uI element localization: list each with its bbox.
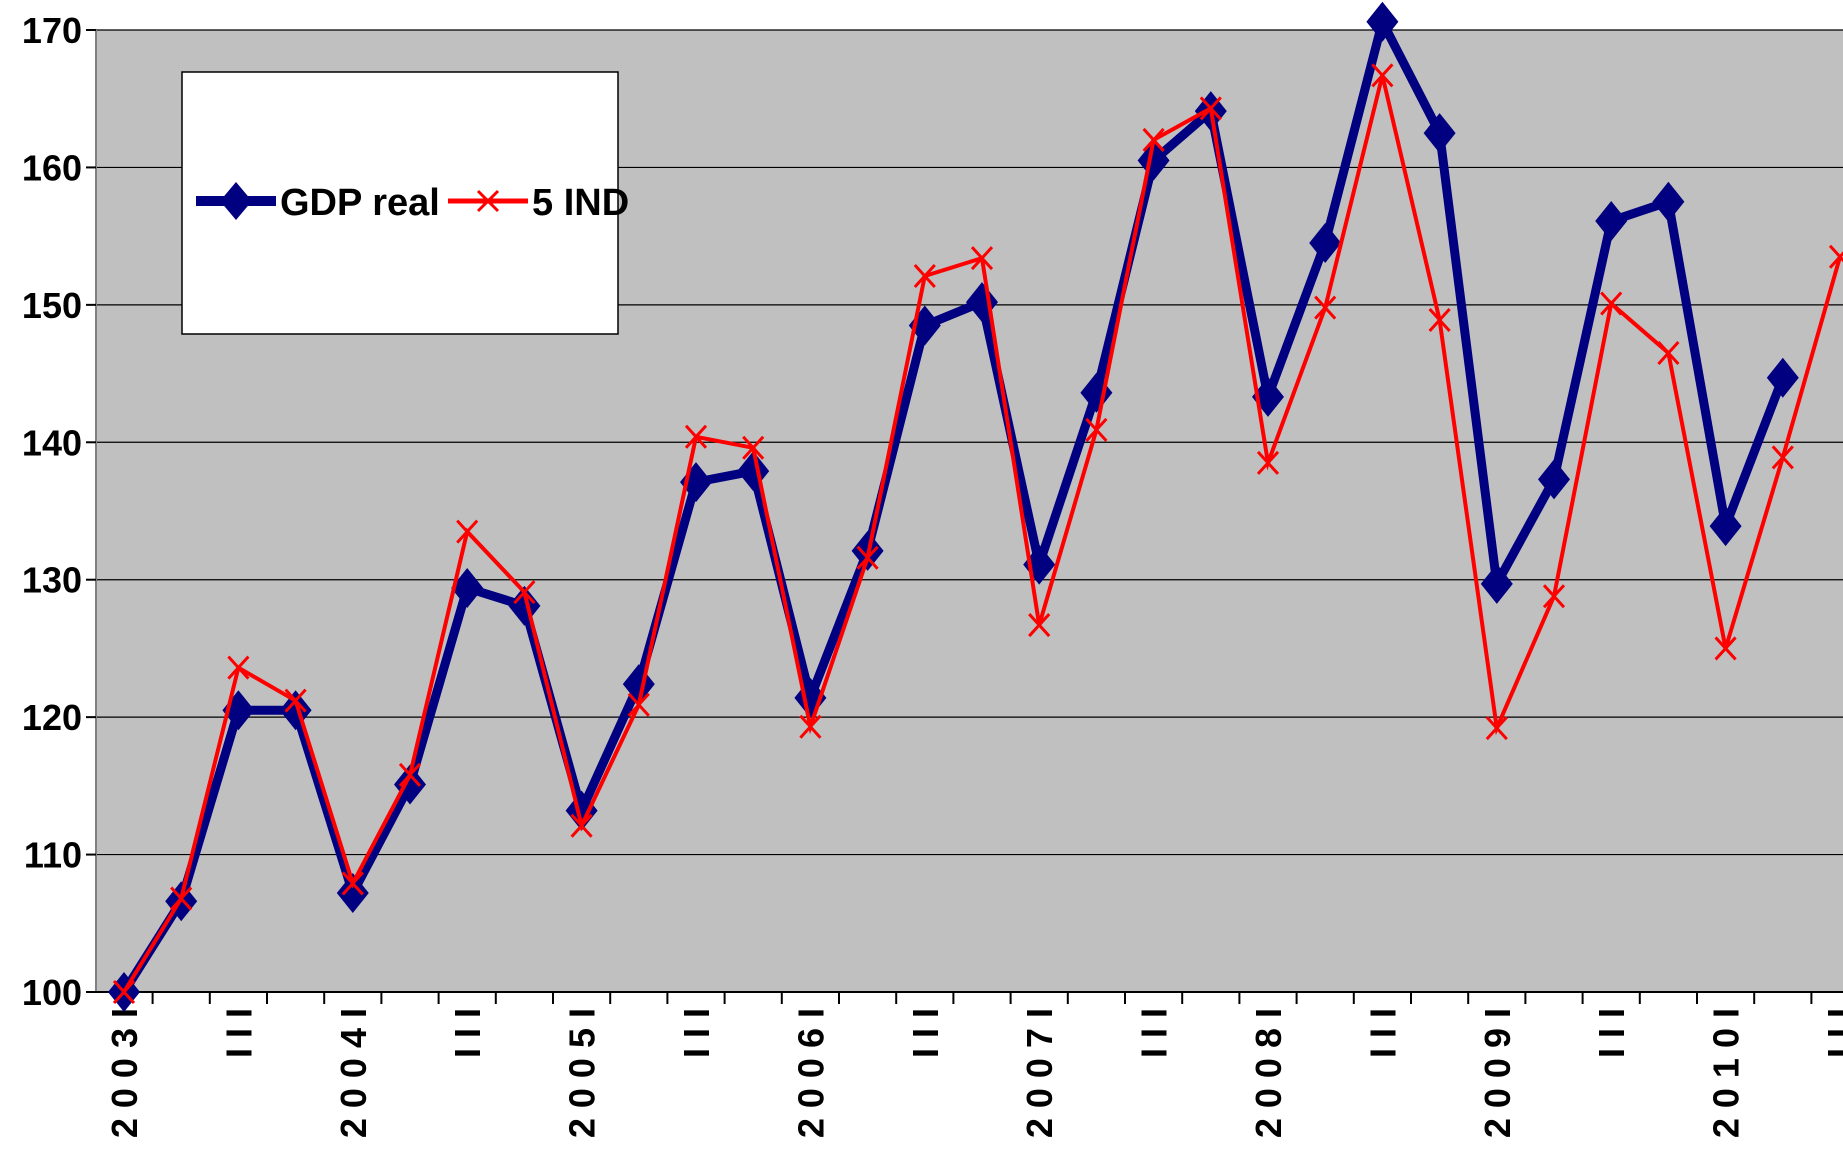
data-point-diamond <box>1538 459 1570 500</box>
y-tick-label: 130 <box>22 560 82 601</box>
data-point-x <box>170 886 193 911</box>
gridlines <box>96 29 1843 856</box>
x-tick-label: 2 0 0 7 I <box>1019 1008 1060 1138</box>
x-tick-labels: 2 0 0 3 I I I I 2 0 0 4 I I I I 2 0 0 5 I I I… <box>104 992 1843 1138</box>
data-point-x <box>913 263 936 289</box>
data-point-x <box>799 714 822 739</box>
data-point-x <box>284 688 307 713</box>
data-point-diamond <box>336 873 369 914</box>
x-tick-label: I I I <box>447 1008 488 1058</box>
y-tick-label: 100 <box>22 972 82 1013</box>
series-line <box>120 9 1787 995</box>
data-point-x <box>1771 445 1794 470</box>
data-point-diamond <box>1366 1 1399 42</box>
data-point-x <box>1485 716 1508 741</box>
y-tick-label: 120 <box>22 697 82 738</box>
x-tick-label: I I I <box>1362 1008 1403 1058</box>
series-layer <box>108 1 1843 1012</box>
data-point-x <box>1600 291 1623 316</box>
x-tick-label: 2 0 0 9 I <box>1477 1008 1518 1138</box>
x-tick-label: 2 0 0 6 I <box>790 1008 831 1138</box>
data-point-x <box>1657 340 1680 365</box>
data-point-diamond <box>451 567 484 608</box>
y-tick-label: 170 <box>22 10 82 51</box>
data-point-x <box>1714 636 1737 661</box>
data-point-diamond <box>508 585 541 626</box>
data-point-x <box>1256 450 1280 475</box>
data-point-x <box>513 580 536 605</box>
data-point-x <box>684 424 708 449</box>
x-tick-label: I I I <box>905 1008 946 1058</box>
data-point-diamond <box>1709 506 1742 547</box>
x-tick-label: 2 0 0 4 I <box>333 1008 374 1138</box>
data-point-x <box>856 545 879 570</box>
x-tick-label: 2 0 0 5 I <box>562 1008 603 1138</box>
data-point-x <box>112 979 136 1005</box>
legend-marker-gdp <box>220 182 252 220</box>
data-point-diamond <box>1023 544 1056 585</box>
y-tick-label: 110 <box>24 835 82 876</box>
legend-label-gdp: GDP real <box>280 182 440 224</box>
x-tick-label: I I I <box>1134 1008 1175 1058</box>
axes <box>95 30 1843 993</box>
series-gdp-real <box>108 1 1799 1012</box>
data-point-diamond <box>1423 113 1456 154</box>
data-point-diamond <box>1766 357 1799 398</box>
data-point-x <box>1371 63 1394 88</box>
y-tick-label: 150 <box>22 285 82 326</box>
data-point-x <box>341 871 364 896</box>
data-point-diamond <box>1652 181 1685 222</box>
data-point-x <box>398 762 422 787</box>
legend-label-5ind: 5 IND <box>532 182 629 224</box>
x-tick-label: I I I <box>676 1008 717 1058</box>
data-point-diamond <box>1480 563 1513 604</box>
x-tick-label: 2 0 0 3 I <box>104 1008 145 1138</box>
data-point-diamond <box>1595 201 1628 242</box>
x-tick-label: 2 0 0 8 I <box>1248 1008 1289 1138</box>
x-tick-label: I I I <box>1820 1008 1843 1058</box>
data-point-x <box>227 655 250 680</box>
data-point-x <box>1314 295 1337 320</box>
y-tick-labels: 100 110 120 130 140 150 160 170 <box>22 10 96 1013</box>
x-tick-label: I I I <box>1591 1008 1632 1058</box>
y-tick-label: 140 <box>22 422 82 463</box>
x-tick-label: I I I <box>218 1008 259 1058</box>
data-point-x <box>1828 244 1843 269</box>
legend: GDP real 5 IND <box>181 71 629 335</box>
x-tick-label: 2 0 1 0 I <box>1706 1008 1747 1138</box>
legend-marker-5ind <box>476 189 500 213</box>
series-5-ind <box>112 63 1843 1005</box>
data-point-x <box>1428 307 1451 332</box>
y-tick-label: 160 <box>22 147 82 188</box>
data-point-x <box>627 692 650 717</box>
data-point-x <box>1085 417 1108 442</box>
data-point-diamond <box>1309 223 1342 264</box>
data-point-x <box>1542 584 1566 609</box>
data-point-x <box>1199 96 1222 121</box>
data-point-x <box>970 246 994 271</box>
data-point-x <box>742 435 765 460</box>
data-point-x <box>570 813 593 838</box>
data-point-diamond <box>394 764 426 805</box>
data-point-x <box>1028 613 1051 638</box>
data-point-x <box>1142 127 1165 152</box>
data-point-x <box>456 519 479 544</box>
